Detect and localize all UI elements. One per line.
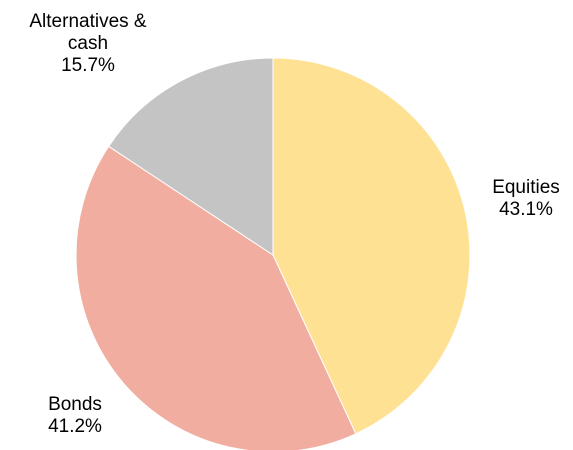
slice-value-label: 41.2%: [48, 416, 102, 437]
slice-value-label: 15.7%: [61, 55, 115, 76]
label-alternatives-cash: Alternatives & cash 15.7%: [29, 11, 147, 76]
pie-slices: [75, 57, 471, 450]
slice-bonds: [75, 145, 357, 450]
slice-name-label: Alternatives &: [29, 11, 147, 32]
label-equities: Equities 43.1%: [492, 177, 560, 220]
slice-name-label: Bonds: [48, 394, 102, 415]
slice-alternatives-cash: [107, 57, 274, 256]
label-bonds: Bonds 41.2%: [48, 394, 102, 437]
slice-name-label: Equities: [492, 177, 560, 198]
slice-value-label: 43.1%: [499, 199, 553, 220]
slice-equities: [272, 57, 471, 435]
slice-labels: Equities 43.1% Bonds 41.2% Alternatives & cas…: [29, 11, 559, 437]
slice-name-label: cash: [68, 33, 108, 54]
